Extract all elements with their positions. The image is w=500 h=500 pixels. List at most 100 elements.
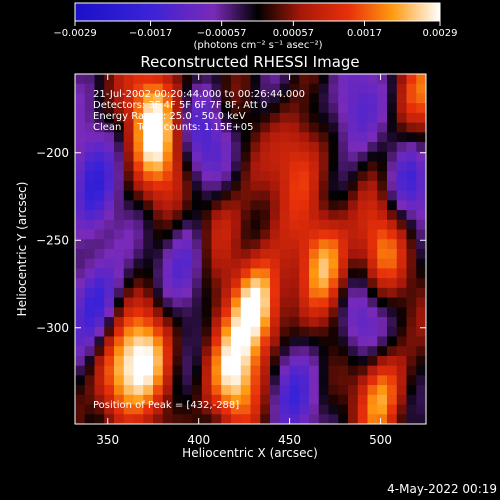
heatmap-cell (94, 151, 105, 163)
heatmap-cell (84, 210, 96, 221)
heatmap-cell (162, 326, 174, 338)
heatmap-cell (357, 190, 369, 201)
heatmap-cell (192, 180, 203, 192)
heatmap-cell (357, 171, 369, 182)
heatmap-cell (309, 122, 320, 133)
heatmap-cell (182, 200, 193, 211)
heatmap-cell (172, 355, 183, 367)
heatmap-cell (221, 346, 232, 357)
heatmap-cell (396, 297, 408, 308)
heatmap-cell (396, 414, 408, 424)
heatmap-cell (367, 132, 378, 143)
heatmap-cell (318, 297, 330, 308)
heatmap-cell (250, 219, 261, 231)
heatmap-cell (240, 297, 252, 308)
heatmap-cell (240, 171, 252, 182)
heatmap-cell (338, 414, 349, 424)
heatmap-cell (396, 268, 408, 279)
heatmap-cell (104, 83, 115, 95)
heatmap-cell (221, 404, 232, 415)
heatmap-cell (114, 190, 125, 201)
heatmap-cell (133, 210, 144, 221)
heatmap-cell (172, 336, 183, 347)
heatmap-cell (201, 171, 213, 182)
heatmap-cell (416, 122, 426, 133)
heatmap-cell (377, 268, 388, 279)
heatmap-cell (133, 219, 144, 231)
heatmap-cell (299, 297, 310, 308)
heatmap-cell (396, 112, 408, 124)
heatmap-cell (172, 268, 183, 279)
heatmap-cell (192, 297, 203, 308)
heatmap-cell (104, 171, 115, 182)
heatmap-cell (348, 258, 359, 270)
heatmap-cell (377, 103, 388, 114)
heatmap-cell (123, 385, 135, 396)
heatmap-cell (250, 142, 261, 153)
heatmap-cell (192, 394, 203, 406)
heatmap-cell (162, 385, 174, 396)
heatmap-cell (114, 210, 125, 221)
heatmap-cell (192, 336, 203, 347)
heatmap-cell (396, 278, 408, 289)
heatmap-cell (143, 210, 154, 221)
heatmap-cell (231, 180, 242, 192)
heatmap-cell (377, 317, 388, 328)
heatmap-cell (192, 200, 203, 211)
heatmap-cell (279, 132, 291, 143)
heatmap-cell (377, 122, 388, 133)
heatmap-cell (133, 355, 144, 367)
heatmap-cell (299, 190, 310, 201)
heatmap-cell (143, 307, 154, 318)
heatmap-cell (416, 307, 426, 318)
heatmap-cell (416, 210, 426, 221)
heatmap-cell (299, 394, 310, 406)
heatmap-cell (94, 404, 105, 415)
heatmap-cell (153, 190, 164, 201)
heatmap-cell (279, 74, 291, 85)
heatmap-cell (309, 336, 320, 347)
heatmap-cell (289, 336, 300, 347)
heatmap-cell (357, 355, 369, 367)
heatmap-cell (357, 336, 369, 347)
heatmap-cell (182, 219, 193, 231)
heatmap-cell (133, 200, 144, 211)
heatmap-cell (299, 142, 310, 153)
heatmap-cell (114, 239, 125, 250)
heatmap-cell (201, 365, 213, 376)
heatmap-cell (270, 180, 281, 192)
heatmap-cell (143, 151, 154, 163)
heatmap-cell (377, 287, 388, 299)
heatmap-cell (289, 326, 300, 338)
heatmap-cell (377, 307, 388, 318)
heatmap-cell (367, 83, 378, 95)
heatmap-cell (240, 132, 252, 143)
heatmap-cell (289, 287, 300, 299)
heatmap-cell (367, 317, 378, 328)
heatmap-cell (338, 83, 349, 95)
heatmap-cell (221, 414, 232, 424)
heatmap-cell (94, 122, 105, 133)
heatmap-cell (75, 307, 86, 318)
heatmap-cell (260, 190, 271, 201)
heatmap-cell (289, 74, 300, 85)
colorbar (74, 2, 441, 22)
heatmap-cell (221, 297, 232, 308)
heatmap-cell (94, 180, 105, 192)
heatmap-cell (123, 161, 135, 172)
heatmap-cell (348, 287, 359, 299)
heatmap-cell (250, 112, 261, 124)
heatmap-cell (94, 258, 105, 270)
heatmap-cell (318, 394, 330, 406)
heatmap-cell (348, 103, 359, 114)
heatmap-cell (250, 122, 261, 133)
heatmap-cell (94, 278, 105, 289)
heatmap-cell (406, 414, 417, 424)
heatmap-cell (143, 297, 154, 308)
heatmap-cell (260, 414, 271, 424)
heatmap-cell (172, 317, 183, 328)
heatmap-cell (377, 74, 388, 85)
heatmap-cell (348, 132, 359, 143)
heatmap-cell (211, 74, 222, 85)
heatmap-cell (367, 394, 378, 406)
